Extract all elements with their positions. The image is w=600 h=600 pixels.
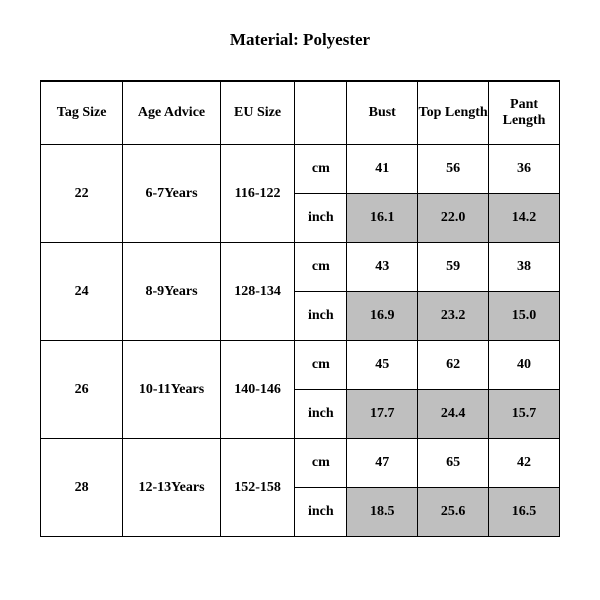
size-chart-body: 22 6-7Years 116-122 cm 41 56 36 inch 16.… [41,145,560,537]
table-row: 26 10-11Years 140-146 cm 45 62 40 [41,341,560,390]
cell-tag-size: 26 [41,341,123,439]
cell-toplength-cm: 59 [418,243,489,292]
cell-age-advice: 6-7Years [123,145,220,243]
table-row: 28 12-13Years 152-158 cm 47 65 42 [41,439,560,488]
cell-unit-cm: cm [295,341,347,390]
cell-toplength-inch: 22.0 [418,194,489,243]
col-eu-size: EU Size [220,81,295,145]
cell-bust-inch: 16.1 [347,194,418,243]
col-top-length: Top Length [418,81,489,145]
cell-age-advice: 12-13Years [123,439,220,537]
col-unit [295,81,347,145]
cell-pantlength-inch: 14.2 [489,194,560,243]
cell-bust-inch: 17.7 [347,390,418,439]
cell-age-advice: 10-11Years [123,341,220,439]
cell-toplength-inch: 25.6 [418,488,489,537]
cell-unit-cm: cm [295,243,347,292]
cell-unit-cm: cm [295,145,347,194]
cell-pantlength-inch: 16.5 [489,488,560,537]
cell-unit-inch: inch [295,488,347,537]
cell-eu-size: 128-134 [220,243,295,341]
page: Material: Polyester Tag Size Age Advice … [0,0,600,600]
cell-bust-cm: 43 [347,243,418,292]
cell-age-advice: 8-9Years [123,243,220,341]
table-row: 22 6-7Years 116-122 cm 41 56 36 [41,145,560,194]
cell-pantlength-inch: 15.7 [489,390,560,439]
cell-eu-size: 116-122 [220,145,295,243]
cell-pantlength-cm: 38 [489,243,560,292]
header-row: Tag Size Age Advice EU Size Bust Top Len… [41,81,560,145]
cell-unit-inch: inch [295,292,347,341]
table-row: 24 8-9Years 128-134 cm 43 59 38 [41,243,560,292]
cell-toplength-inch: 24.4 [418,390,489,439]
page-title: Material: Polyester [40,30,560,50]
col-bust: Bust [347,81,418,145]
cell-bust-inch: 18.5 [347,488,418,537]
cell-unit-inch: inch [295,194,347,243]
cell-pantlength-cm: 36 [489,145,560,194]
cell-eu-size: 140-146 [220,341,295,439]
cell-pantlength-cm: 42 [489,439,560,488]
col-tag-size: Tag Size [41,81,123,145]
cell-toplength-cm: 56 [418,145,489,194]
cell-tag-size: 22 [41,145,123,243]
cell-bust-cm: 41 [347,145,418,194]
cell-bust-cm: 45 [347,341,418,390]
cell-tag-size: 24 [41,243,123,341]
cell-bust-cm: 47 [347,439,418,488]
cell-eu-size: 152-158 [220,439,295,537]
cell-unit-inch: inch [295,390,347,439]
cell-toplength-inch: 23.2 [418,292,489,341]
cell-unit-cm: cm [295,439,347,488]
cell-toplength-cm: 62 [418,341,489,390]
col-age-advice: Age Advice [123,81,220,145]
cell-bust-inch: 16.9 [347,292,418,341]
cell-tag-size: 28 [41,439,123,537]
size-chart-table: Tag Size Age Advice EU Size Bust Top Len… [40,80,560,537]
cell-pantlength-cm: 40 [489,341,560,390]
cell-toplength-cm: 65 [418,439,489,488]
cell-pantlength-inch: 15.0 [489,292,560,341]
col-pant-length: Pant Length [489,81,560,145]
